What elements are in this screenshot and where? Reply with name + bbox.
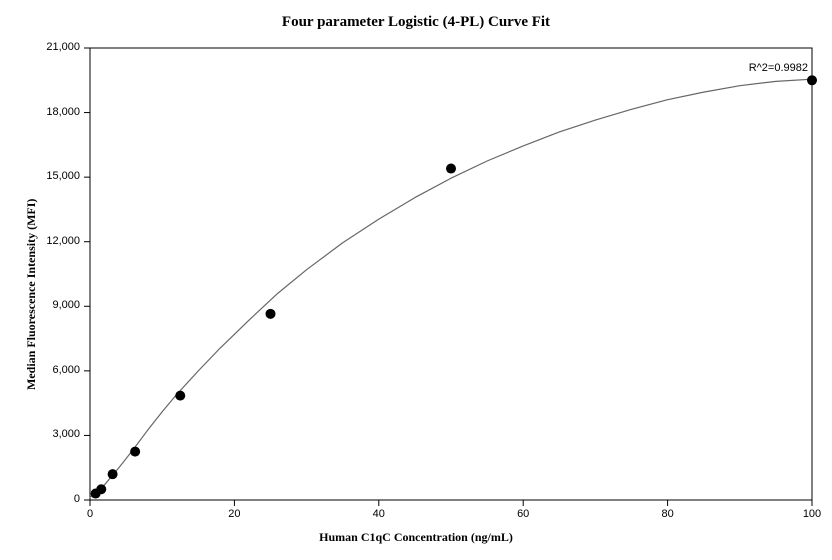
x-tick-label: 20: [214, 508, 254, 520]
x-tick-label: 40: [359, 508, 399, 520]
data-point: [446, 164, 456, 174]
data-point: [96, 484, 106, 494]
data-point: [807, 75, 817, 85]
y-tick-label: 21,000: [46, 41, 80, 53]
chart-title: Four parameter Logistic (4-PL) Curve Fit: [0, 14, 832, 31]
y-axis-label: Median Fluorescence Intensity (MFI): [24, 199, 39, 390]
y-tick-label: 0: [74, 493, 80, 505]
r-squared-text: R^2=0.9982: [749, 62, 808, 74]
x-tick-label: 80: [648, 508, 688, 520]
y-tick-label: 9,000: [52, 299, 80, 311]
y-tick-label: 6,000: [52, 364, 80, 376]
data-point: [130, 447, 140, 457]
axes-layer: [84, 48, 812, 506]
y-tick-label: 12,000: [46, 235, 80, 247]
x-axis-label: Human C1qC Concentration (ng/mL): [0, 530, 832, 545]
x-tick-label: 0: [70, 508, 110, 520]
y-tick-label: 3,000: [52, 428, 80, 440]
data-point: [108, 469, 118, 479]
x-tick-label: 100: [792, 508, 832, 520]
r-squared-annotation: R^2=0.9982: [749, 62, 808, 74]
data-point: [175, 391, 185, 401]
chart-svg: [0, 0, 832, 560]
data-point: [266, 309, 276, 319]
x-tick-label: 60: [503, 508, 543, 520]
y-tick-label: 18,000: [46, 106, 80, 118]
y-tick-label: 15,000: [46, 170, 80, 182]
chart-container: Four parameter Logistic (4-PL) Curve Fit…: [0, 0, 832, 560]
